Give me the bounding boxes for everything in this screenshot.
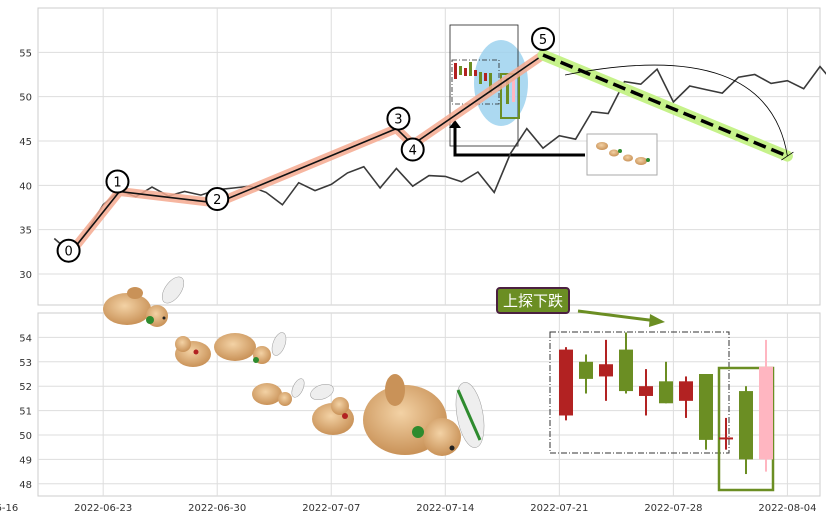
callout-arrowhead <box>449 120 461 128</box>
wave-point-marker <box>531 26 556 51</box>
annotation-label-box <box>496 287 570 314</box>
top-y-tick-label: 30 <box>19 270 32 281</box>
top-y-tick-label: 50 <box>19 93 32 104</box>
candle-focus-box <box>549 331 730 454</box>
candle-body <box>679 381 693 401</box>
bottom-annotations: 上探下跌 <box>496 287 775 492</box>
dog-sticker-5 <box>310 383 354 435</box>
annotation-arrow <box>577 309 658 323</box>
wave-point-marker <box>105 169 130 194</box>
x-tick-label: 2022-07-28 <box>644 503 702 514</box>
candle-body <box>599 364 613 377</box>
dog-sticker-3 <box>214 332 287 364</box>
callout-arrow <box>453 124 585 157</box>
dog-sticker-6 <box>363 374 485 456</box>
dog-sticker-4 <box>252 378 305 406</box>
wave-point-marker <box>386 106 411 131</box>
x-tick-label: 2022-07-07 <box>302 503 360 514</box>
bottom-y-tick-label: 54 <box>19 333 32 344</box>
dog-sticker-1 <box>103 276 185 327</box>
bottom-y-tick-label: 49 <box>19 455 32 466</box>
forecast-arc <box>564 64 788 157</box>
dog-mascot-stickers <box>103 276 485 456</box>
annotation-label: 上探下跌 <box>503 292 563 310</box>
bottom-y-tick-label: 53 <box>19 358 32 369</box>
x-tick-labels: 2022-06-16 2022-06-23 2022-06-30 2022-07-07… <box>0 503 816 514</box>
x-tick-label: 2022-06-23 <box>74 503 132 514</box>
wave-point-label: 4 <box>409 144 417 159</box>
wave-point-marker <box>205 187 230 212</box>
x-tick-label: 2022-07-14 <box>416 503 474 514</box>
bottom-y-tick-label: 51 <box>19 407 32 418</box>
candle-body <box>739 391 753 460</box>
wave-point-label: 0 <box>64 245 72 260</box>
thumbnail-box <box>586 133 658 176</box>
bottom-y-tick-label: 50 <box>19 431 32 442</box>
top-plot-frame <box>37 7 821 306</box>
candle-body <box>659 381 673 404</box>
wave-point-label: 3 <box>394 113 402 128</box>
annotation-arrowhead <box>649 314 665 327</box>
wave-point-label: 5 <box>539 33 547 48</box>
candle-body <box>699 374 713 440</box>
wave-point-labels: 0 1 2 3 4 5 <box>56 26 556 263</box>
x-tick-label: 2022-06-16 <box>0 503 18 514</box>
dog-sticker-2 <box>175 336 211 367</box>
bottom-y-tick-labels: 48 49 50 51 52 53 54 <box>19 333 32 490</box>
wave-point-marker <box>400 137 425 162</box>
top-annotations <box>449 24 658 176</box>
top-y-tick-label: 55 <box>19 48 32 59</box>
x-tick-label: 2022-08-04 <box>758 503 816 514</box>
top-y-tick-labels: 30 35 40 45 50 55 <box>19 48 32 281</box>
price-line <box>53 65 826 254</box>
thumbnail-dogs <box>596 142 650 165</box>
top-series-layer <box>53 49 826 256</box>
candle-body <box>559 349 573 416</box>
candle-body <box>759 366 773 460</box>
x-tick-label: 2022-06-30 <box>188 503 246 514</box>
wave-point-label: 1 <box>113 176 121 191</box>
wave-line <box>69 54 544 254</box>
top-y-tick-label: 35 <box>19 226 32 237</box>
candle-body <box>639 386 653 396</box>
candle-body <box>619 349 633 392</box>
x-tick-label: 2022-07-21 <box>530 503 588 514</box>
forecast-arc-tick <box>781 151 794 161</box>
wave-point-label: 2 <box>213 193 221 208</box>
wave-point-marker <box>56 238 81 263</box>
bottom-y-tick-label: 52 <box>19 382 32 393</box>
mini-candles <box>454 62 515 104</box>
top-y-tick-label: 40 <box>19 181 32 192</box>
candle-layer <box>559 332 773 475</box>
candle-body <box>719 437 733 440</box>
top-y-tick-label: 45 <box>19 137 32 148</box>
candle-body <box>579 361 593 379</box>
bottom-y-tick-label: 48 <box>19 480 32 491</box>
